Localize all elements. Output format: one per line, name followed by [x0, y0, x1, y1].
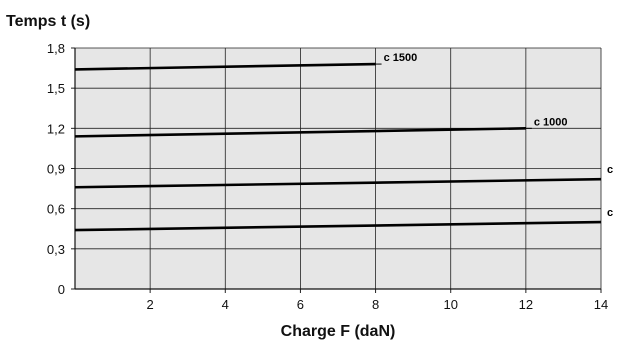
x-tick-label: 2	[147, 297, 154, 312]
series-label: c 1000	[534, 116, 568, 128]
x-axis-title: Charge F (daN)	[281, 323, 396, 340]
series-line	[74, 220, 602, 232]
series-label: c	[607, 164, 613, 176]
x-tick-label: 8	[372, 297, 379, 312]
y-tick-label: 0,9	[47, 162, 65, 177]
x-tick-label: 6	[297, 297, 304, 312]
x-tick-label: 12	[519, 297, 533, 312]
series-line	[74, 62, 376, 71]
y-tick-label: 1,2	[47, 121, 65, 136]
y-tick-label: 0,3	[47, 242, 65, 257]
series-group: c 1500 c 1000 c c	[74, 52, 613, 232]
y-tick-label: 0,6	[47, 202, 65, 217]
y-axis-title: Temps t (s)	[6, 13, 90, 30]
series-line	[74, 177, 602, 189]
x-tick-label: 14	[594, 297, 608, 312]
axes	[71, 47, 602, 293]
y-tick-label: 1,5	[47, 81, 65, 96]
series-label: c	[607, 207, 613, 219]
tick-labels: 2 4 6 8 10 12 14 0 0,3 0,6 0,9 1,2 1,5 1,8	[47, 41, 608, 312]
y-tick-label: 1,8	[47, 41, 65, 56]
series-label: c 1500	[384, 52, 418, 64]
y-tick-label: 0	[58, 282, 65, 297]
x-tick-label: 10	[443, 297, 457, 312]
series-line	[74, 127, 526, 138]
x-tick-label: 4	[222, 297, 229, 312]
